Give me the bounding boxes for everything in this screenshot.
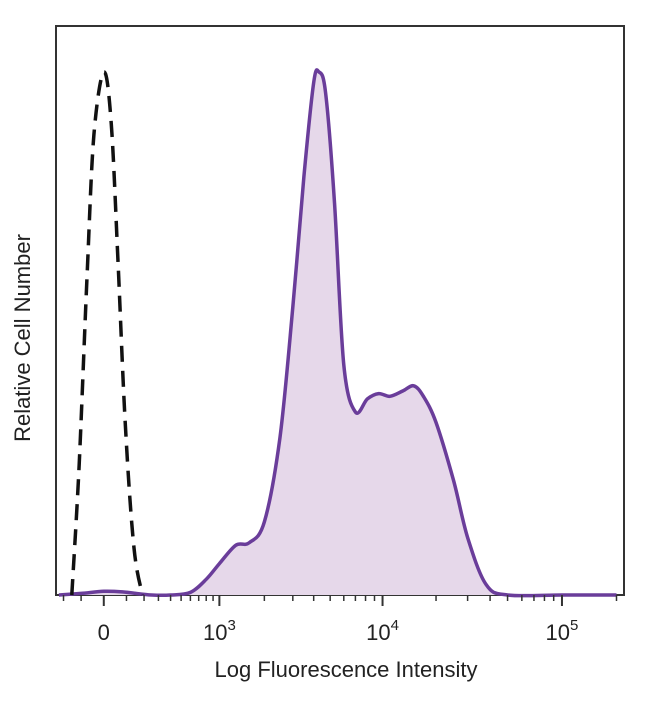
- ticks-layer: 0 103 104 105: [62, 595, 618, 645]
- series-0-line: [70, 70, 145, 596]
- x-tick-exponent: 3: [227, 617, 235, 634]
- series-layer: [58, 68, 617, 598]
- x-tick-label: 103: [203, 617, 236, 645]
- x-axis-label: Log Fluorescence Intensity: [215, 657, 478, 682]
- series-1-area: [58, 69, 617, 596]
- x-tick-label: 104: [366, 617, 399, 645]
- y-axis-label: Relative Cell Number: [10, 234, 35, 442]
- x-tick-exponent: 5: [570, 617, 578, 634]
- x-tick-label: 105: [546, 617, 579, 645]
- x-tick-exponent: 4: [391, 617, 399, 634]
- x-tick-label: 0: [98, 620, 110, 645]
